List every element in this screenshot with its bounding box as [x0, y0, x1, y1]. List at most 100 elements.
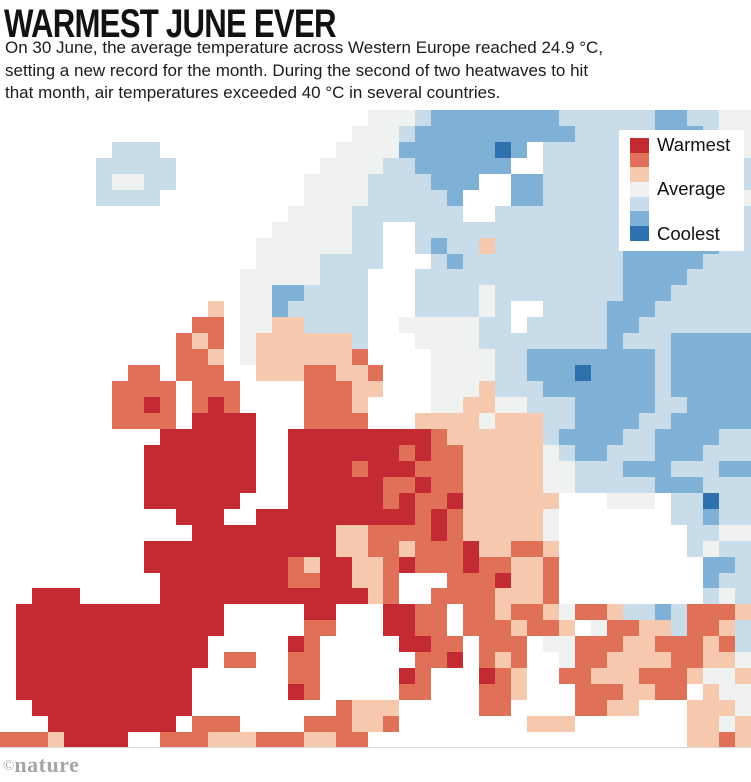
- map-cell: [543, 604, 560, 621]
- map-cell: [575, 476, 592, 493]
- map-cell: [415, 604, 432, 621]
- map-cell: [735, 428, 751, 445]
- map-cell: [383, 716, 400, 733]
- map-cell: [383, 110, 400, 126]
- map-cell: [559, 541, 575, 557]
- map-cell: [495, 285, 512, 302]
- map-cell: [352, 684, 368, 700]
- map-cell: [16, 588, 32, 604]
- map-cell: [543, 636, 560, 653]
- map-cell: [575, 716, 591, 732]
- map-cell: [0, 285, 16, 301]
- map-cell: [207, 460, 224, 477]
- map-cell: [16, 190, 32, 206]
- map-cell: [255, 732, 272, 748]
- map-cell: [719, 604, 736, 621]
- map-cell: [143, 397, 160, 414]
- map-cell: [224, 365, 240, 381]
- map-cell: [671, 381, 688, 398]
- map-cell: [655, 541, 671, 557]
- map-cell: [256, 493, 272, 509]
- map-cell: [591, 636, 608, 653]
- map-cell: [671, 365, 688, 382]
- map-cell: [319, 221, 336, 238]
- map-cell: [479, 301, 496, 318]
- map-cell: [319, 604, 336, 621]
- map-cell: [112, 333, 128, 349]
- map-cell: [559, 157, 576, 174]
- map-cell: [224, 206, 240, 222]
- map-cell: [527, 476, 544, 493]
- map-cell: [48, 301, 64, 317]
- map-cell: [703, 556, 720, 573]
- map-cell: [319, 253, 336, 270]
- map-cell: [303, 365, 320, 382]
- map-cell: [336, 110, 352, 126]
- map-cell: [399, 636, 416, 653]
- map-cell: [287, 285, 304, 302]
- map-cell: [719, 700, 736, 717]
- map-cell: [511, 381, 528, 398]
- map-cell: [127, 365, 144, 382]
- map-cell: [128, 317, 144, 333]
- map-cell: [319, 205, 336, 222]
- map-cell: [287, 540, 304, 557]
- map-cell: [96, 301, 112, 317]
- map-cell: [111, 732, 128, 748]
- map-cell: [111, 413, 128, 429]
- map-cell: [95, 700, 112, 717]
- map-cell: [367, 173, 384, 190]
- map-cell: [191, 508, 208, 525]
- map-cell: [128, 285, 144, 301]
- map-cell: [128, 557, 144, 573]
- map-cell: [431, 189, 448, 206]
- map-cell: [128, 461, 144, 477]
- map-cell: [543, 205, 560, 222]
- map-cell: [463, 652, 479, 668]
- map-cell: [479, 620, 496, 637]
- map-cell: [575, 460, 592, 477]
- map-cell: [639, 413, 656, 429]
- map-cell: [176, 254, 192, 270]
- map-cell: [303, 572, 320, 589]
- map-cell: [48, 541, 64, 557]
- map-cell: [575, 668, 592, 685]
- map-cell: [463, 604, 480, 621]
- map-cell: [239, 732, 256, 748]
- map-cell: [127, 604, 144, 621]
- map-cell: [31, 732, 48, 748]
- legend-label-coolest: Coolest: [657, 222, 720, 244]
- map-cell: [303, 556, 320, 573]
- map-cell: [303, 205, 320, 222]
- map-cell: [335, 349, 352, 366]
- map-cell: [208, 254, 224, 270]
- map-cell: [111, 636, 128, 653]
- map-cell: [591, 205, 608, 222]
- map-cell: [336, 620, 352, 636]
- map-cell: [256, 158, 272, 174]
- map-cell: [479, 317, 496, 334]
- map-cell: [320, 636, 336, 652]
- map-cell: [735, 349, 751, 366]
- map-cell: [208, 110, 224, 126]
- map-cell: [479, 476, 496, 493]
- map-cell: [95, 668, 112, 685]
- map-cell: [112, 238, 128, 254]
- map-cell: [495, 716, 511, 732]
- map-cell: [335, 173, 352, 190]
- map-cell: [639, 397, 656, 414]
- map-cell: [399, 588, 415, 604]
- map-cell: [463, 397, 480, 414]
- map-cell: [335, 365, 352, 382]
- map-cell: [271, 333, 288, 350]
- map-cell: [383, 588, 400, 605]
- map-cell: [383, 732, 399, 748]
- map-cell: [319, 365, 336, 382]
- map-cell: [479, 413, 496, 429]
- map-cell: [288, 110, 304, 126]
- map-cell: [271, 572, 288, 589]
- map-cell: [159, 716, 176, 733]
- map-cell: [543, 381, 560, 398]
- map-cell: [671, 397, 688, 414]
- map-cell: [607, 716, 623, 732]
